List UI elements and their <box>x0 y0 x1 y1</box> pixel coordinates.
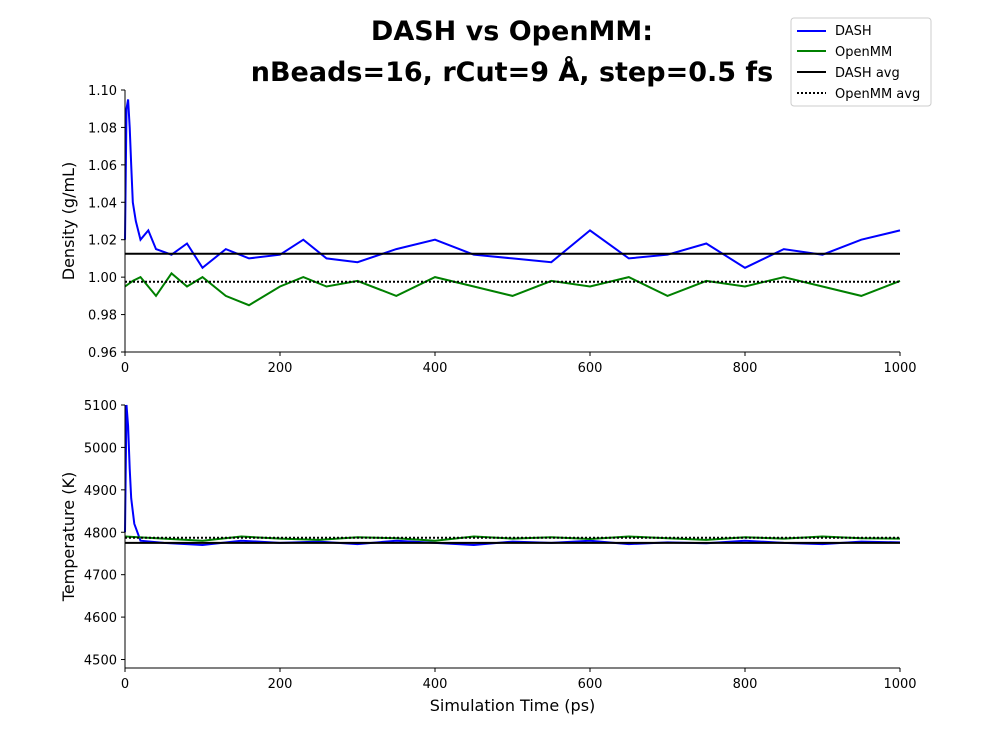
legend-label-openmm-avg: OpenMM avg <box>835 87 920 102</box>
temperature-x-tick-label: 800 <box>733 677 758 692</box>
temperature-x-tick-label: 200 <box>268 677 293 692</box>
temperature-x-tick-label: 400 <box>423 677 448 692</box>
density-y-tick-label: 1.00 <box>88 271 117 286</box>
density-series-dash <box>124 99 901 270</box>
density-series-openmm <box>124 271 901 307</box>
legend-label-openmm: OpenMM <box>835 45 892 60</box>
temperature-y-tick-label: 4800 <box>84 526 117 541</box>
density-y-tick-label: 1.10 <box>88 84 117 99</box>
density-y-tick-label: 0.96 <box>88 346 117 361</box>
density-y-tick-label: 1.04 <box>88 196 117 211</box>
legend-frame <box>790 17 932 107</box>
density-panel: 0 200 400 600 800 1000 0.96 0.98 1.00 1.02 1.04 1.0… <box>59 84 917 376</box>
density-y-tick-label: 1.02 <box>88 234 117 249</box>
temperature-x-tick-label: 0 <box>121 677 129 692</box>
temperature-series-dash <box>124 404 901 547</box>
temperature-y-tick-label: 4900 <box>84 484 117 499</box>
density-x-tick-label: 600 <box>578 361 603 376</box>
legend-label-dash-avg: DASH avg <box>835 66 900 81</box>
temperature-y-tick-label: 4500 <box>84 654 117 669</box>
temperature-y-tick-label: 5000 <box>84 441 117 456</box>
temperature-x-tick-label: 1000 <box>883 677 916 692</box>
legend: DASH OpenMM DASH avg OpenMM avg <box>790 17 932 107</box>
density-y-tick-label: 1.06 <box>88 159 117 174</box>
density-x-tick-label: 400 <box>423 361 448 376</box>
density-x-tick-label: 200 <box>268 361 293 376</box>
temperature-y-axis-label: Temperature (K) <box>59 472 78 602</box>
figure-title-line1: DASH vs OpenMM: <box>371 16 653 47</box>
temperature-x-axis-label: Simulation Time (ps) <box>430 696 596 715</box>
temperature-y-tick-label: 4600 <box>84 611 117 626</box>
temperature-y-tick-label: 4700 <box>84 569 117 584</box>
density-x-tick-label: 1000 <box>883 361 916 376</box>
legend-label-dash: DASH <box>835 24 872 39</box>
temperature-x-tick-label: 600 <box>578 677 603 692</box>
temperature-y-tick-label: 5100 <box>84 399 117 414</box>
density-y-tick-label: 0.98 <box>88 309 117 324</box>
temperature-panel: 0 200 400 600 800 1000 4500 4600 4700 4800 4900 500… <box>59 399 917 715</box>
density-y-tick-label: 1.08 <box>88 121 117 136</box>
density-y-axis-label: Density (g/mL) <box>59 162 78 280</box>
density-x-tick-label: 800 <box>733 361 758 376</box>
density-x-tick-label: 0 <box>121 361 129 376</box>
figure-title-line2: nBeads=16, rCut=9 Å, step=0.5 fs <box>251 56 774 88</box>
